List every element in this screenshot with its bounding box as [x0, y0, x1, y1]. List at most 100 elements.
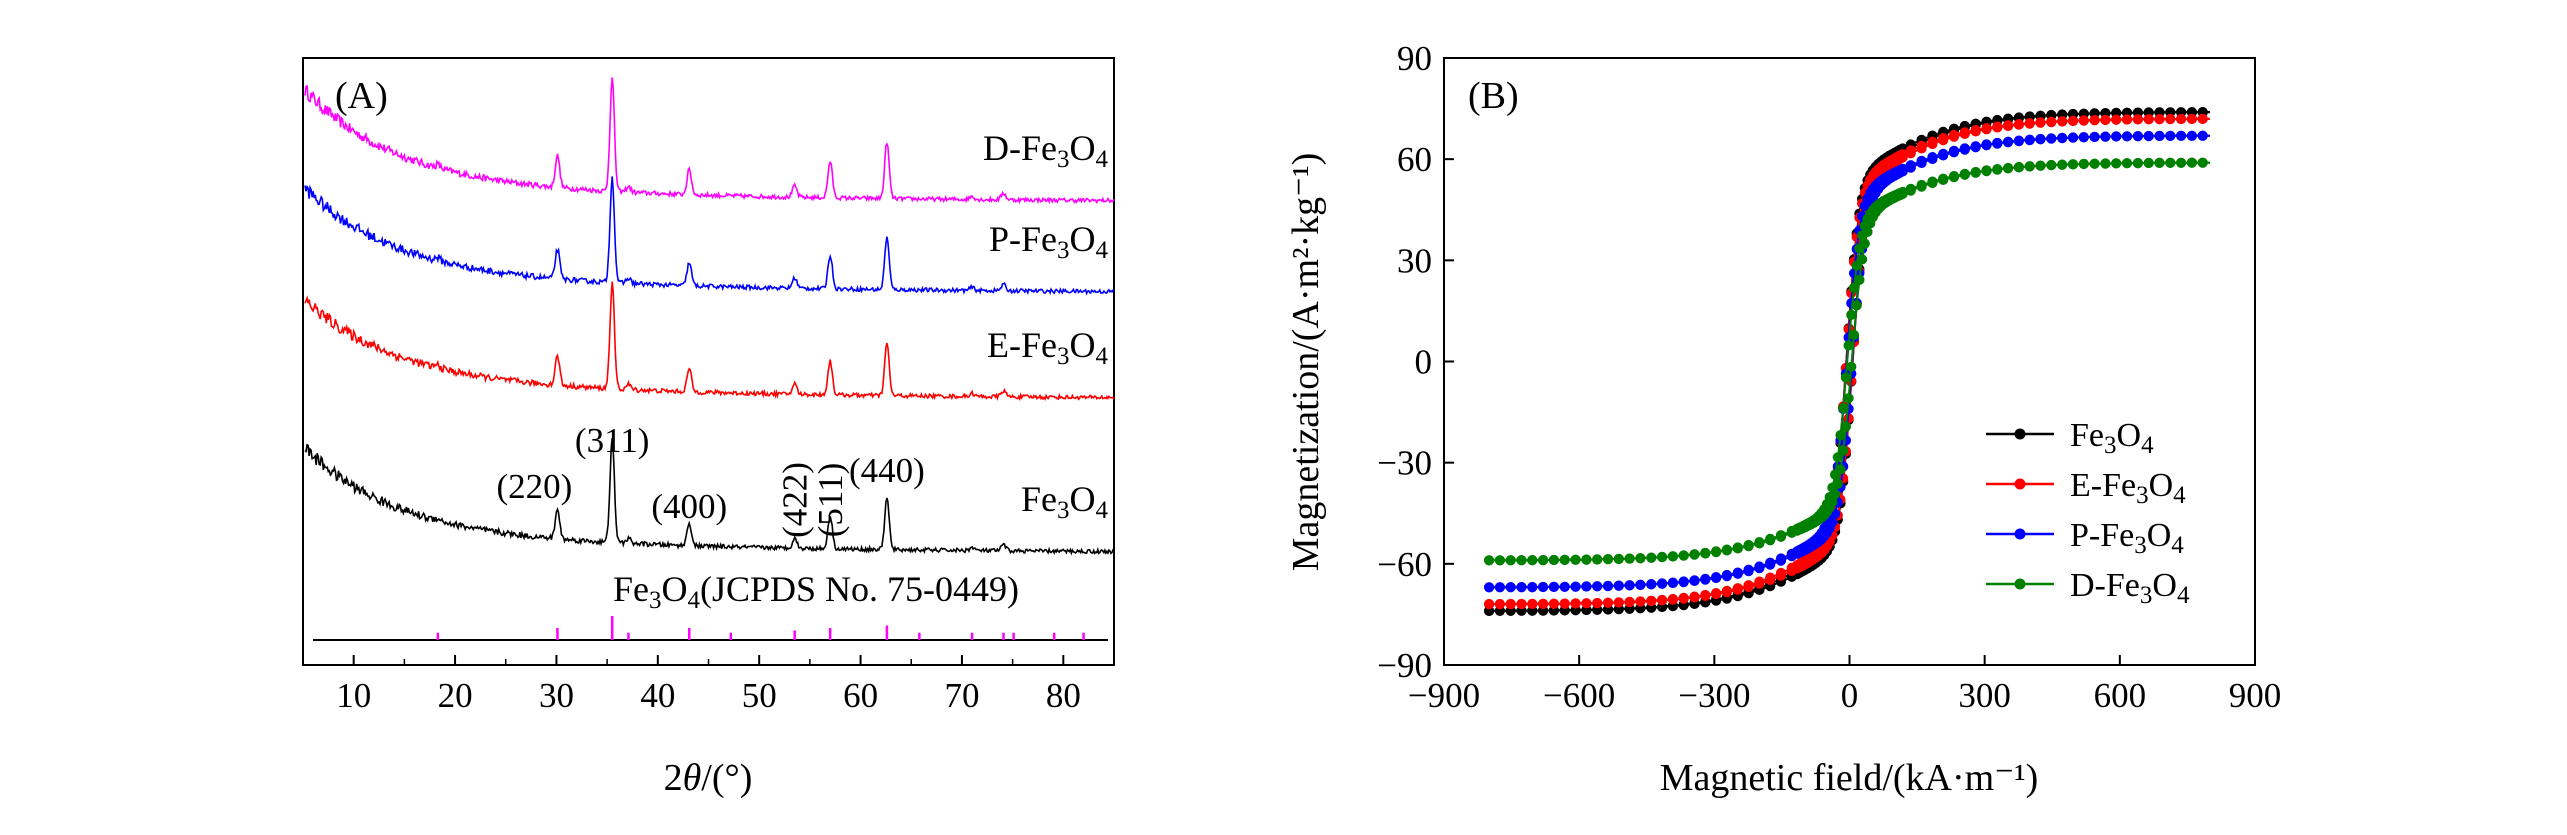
xrd-trace-p-fe3o4	[304, 176, 1115, 296]
loop-marker	[1711, 546, 1722, 557]
loop-marker	[1846, 361, 1857, 372]
loop-marker	[1959, 143, 1970, 154]
loop-marker	[1635, 579, 1646, 590]
loop-marker	[1905, 160, 1916, 171]
loop-marker	[1743, 539, 1754, 551]
loop-marker	[1927, 152, 1938, 163]
loop-marker	[1646, 579, 1657, 590]
loop-marker	[1559, 598, 1570, 609]
loop-marker	[1981, 123, 1992, 134]
loop-marker	[1635, 596, 1646, 607]
loop-marker	[2078, 132, 2089, 143]
loop-marker	[2186, 157, 2197, 168]
loop-marker	[1602, 580, 1614, 592]
loop-marker	[2165, 157, 2176, 168]
loop-marker	[1897, 149, 1908, 160]
loop-marker	[2132, 158, 2143, 169]
loop-marker	[2035, 160, 2046, 171]
legend-entry-fe3o4: Fe3O4	[1986, 417, 2154, 459]
vsm-hysteresis-loops	[1484, 107, 2210, 617]
loop-marker	[1765, 572, 1776, 583]
loop-marker	[1548, 598, 1560, 609]
loop-marker	[1613, 553, 1624, 565]
vsm-loop-d-fe3o4	[1484, 157, 2210, 566]
loop-marker	[1689, 575, 1700, 586]
loop-marker	[2057, 132, 2068, 143]
loop-marker	[1840, 372, 1852, 383]
loop-marker	[2111, 158, 2122, 169]
loop-marker	[2143, 157, 2154, 169]
loop-marker	[1765, 533, 1776, 545]
loop-marker	[1667, 551, 1679, 562]
xrd-traces	[304, 77, 1115, 556]
xrd-series-label-d-fe3o4: D-Fe3O4	[983, 128, 1109, 173]
xrd-trace-fe3o4	[304, 437, 1115, 556]
loop-marker	[1743, 580, 1754, 591]
loop-marker	[1657, 551, 1668, 563]
loop-marker	[1484, 599, 1495, 610]
y-tick-label: −30	[1377, 444, 1432, 483]
legend-marker	[2014, 428, 2026, 440]
loop-marker	[2176, 113, 2187, 125]
loop-marker	[1624, 580, 1635, 591]
peak-label: (511)	[811, 463, 850, 538]
loop-marker	[1581, 554, 1592, 565]
loop-marker	[1570, 581, 1581, 592]
x-tick-label: 50	[742, 676, 777, 715]
loop-marker	[1775, 530, 1787, 541]
loop-marker	[1959, 168, 1970, 179]
loop-marker	[2046, 133, 2057, 144]
loop-marker	[2057, 159, 2068, 170]
x-tick-label: −900	[1408, 676, 1480, 715]
loop-marker	[1538, 555, 1549, 566]
loop-marker	[2089, 115, 2100, 126]
y-tick-label: −60	[1377, 545, 1432, 584]
x-tick-label: 300	[1958, 676, 2011, 715]
y-tick-label: 30	[1397, 241, 1432, 280]
legend-label: P-Fe3O4	[2070, 517, 2184, 559]
loop-marker	[1559, 554, 1570, 566]
legend-label: E-Fe3O4	[2070, 467, 2186, 509]
loop-marker	[2197, 130, 2208, 141]
loop-marker	[2143, 114, 2154, 125]
xrd-x-axis-title: 2θ/(°)	[664, 757, 753, 799]
loop-marker	[2100, 114, 2111, 125]
loop-marker	[2143, 130, 2154, 142]
loop-marker	[1905, 183, 1916, 194]
loop-marker	[1592, 597, 1603, 609]
loop-marker	[1527, 582, 1538, 593]
loop-marker	[1613, 597, 1624, 608]
loop-marker	[2197, 157, 2208, 168]
loop-marker	[1570, 554, 1581, 565]
xrd-panel-label: (A)	[335, 75, 388, 117]
loop-marker	[1516, 555, 1527, 566]
loop-marker	[1700, 589, 1711, 601]
loop-marker	[1775, 553, 1787, 564]
loop-marker	[1581, 598, 1592, 609]
x-tick-label: −300	[1678, 676, 1750, 715]
loop-marker	[1602, 554, 1614, 565]
loop-marker	[1592, 581, 1603, 592]
legend-marker	[2014, 578, 2026, 590]
loop-marker	[2132, 114, 2143, 125]
loop-marker	[2111, 131, 2122, 142]
x-tick-label: −600	[1543, 676, 1615, 715]
loop-marker	[1592, 554, 1603, 565]
loop-marker	[1824, 492, 1835, 503]
legend-marker	[2014, 528, 2026, 540]
y-tick-label: 0	[1415, 343, 1433, 382]
loop-marker	[2154, 130, 2165, 141]
peak-label: (440)	[849, 451, 925, 490]
loop-marker	[1602, 597, 1614, 608]
xrd-trace-e-fe3o4	[304, 281, 1115, 402]
loop-marker	[1505, 555, 1516, 566]
loop-marker	[1667, 577, 1679, 588]
loop-marker	[1538, 598, 1549, 609]
loop-marker	[1830, 469, 1841, 480]
x-tick-label: 10	[336, 676, 371, 715]
vsm-panel: (B) −900 −600 −300 0 300 600 900−90−60−3003060…	[1285, 39, 2281, 799]
loop-marker	[2013, 161, 2025, 173]
x-tick-label: 70	[944, 676, 979, 715]
xrd-panel: (A) D-Fe3O4 P-Fe3O4 E-Fe3O4 Fe3O4 (220)(311…	[302, 57, 1115, 799]
